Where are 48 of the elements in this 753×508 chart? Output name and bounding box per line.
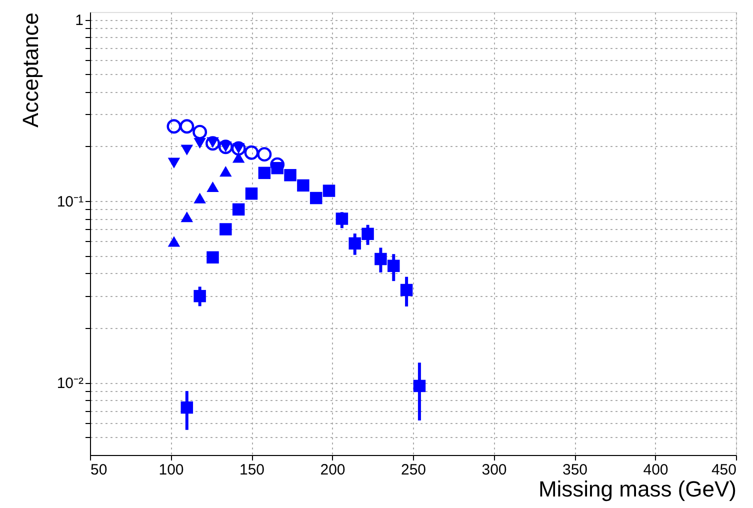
point [336, 212, 348, 225]
x-tick-label: 200 [320, 462, 346, 478]
x-tick-label: 100 [158, 462, 184, 478]
point [180, 144, 194, 156]
x-tick-label: 300 [482, 462, 507, 478]
point [258, 166, 271, 180]
point [192, 124, 208, 140]
point [271, 162, 284, 174]
point [232, 203, 245, 216]
point [206, 181, 219, 192]
point [168, 158, 180, 168]
point [348, 237, 361, 250]
point [194, 290, 206, 302]
x-tick-label: 50 [90, 462, 108, 478]
point [194, 138, 206, 149]
x-tick-label: 250 [400, 462, 426, 478]
point [257, 147, 272, 162]
point [194, 192, 206, 204]
x-tick-label: 450 [711, 462, 736, 478]
y-axis-title: Acceptance [18, 12, 43, 128]
point [206, 136, 220, 151]
x-tick-label: 350 [562, 462, 588, 478]
point [168, 236, 180, 247]
point [232, 152, 245, 163]
y-tick-label: 10⁻² [56, 375, 84, 392]
point [400, 284, 413, 296]
point [206, 251, 219, 264]
point [245, 187, 258, 200]
point [310, 192, 322, 204]
point [362, 228, 374, 240]
point [322, 184, 336, 197]
point [220, 166, 232, 177]
y-tick-label: 10⁻¹ [56, 194, 84, 211]
point [180, 119, 194, 134]
point [297, 179, 310, 192]
point [180, 401, 194, 414]
point [244, 145, 259, 160]
point [413, 380, 426, 392]
point [166, 119, 182, 134]
point [387, 260, 400, 272]
point [220, 223, 232, 236]
x-axis-title: Missing mass (GeV) [538, 476, 736, 502]
point [180, 211, 194, 222]
point [374, 252, 387, 266]
y-tick-label: 1 [75, 12, 84, 30]
x-tick-label: 150 [239, 462, 265, 478]
x-tick-label: 400 [643, 462, 668, 478]
point [284, 169, 296, 182]
